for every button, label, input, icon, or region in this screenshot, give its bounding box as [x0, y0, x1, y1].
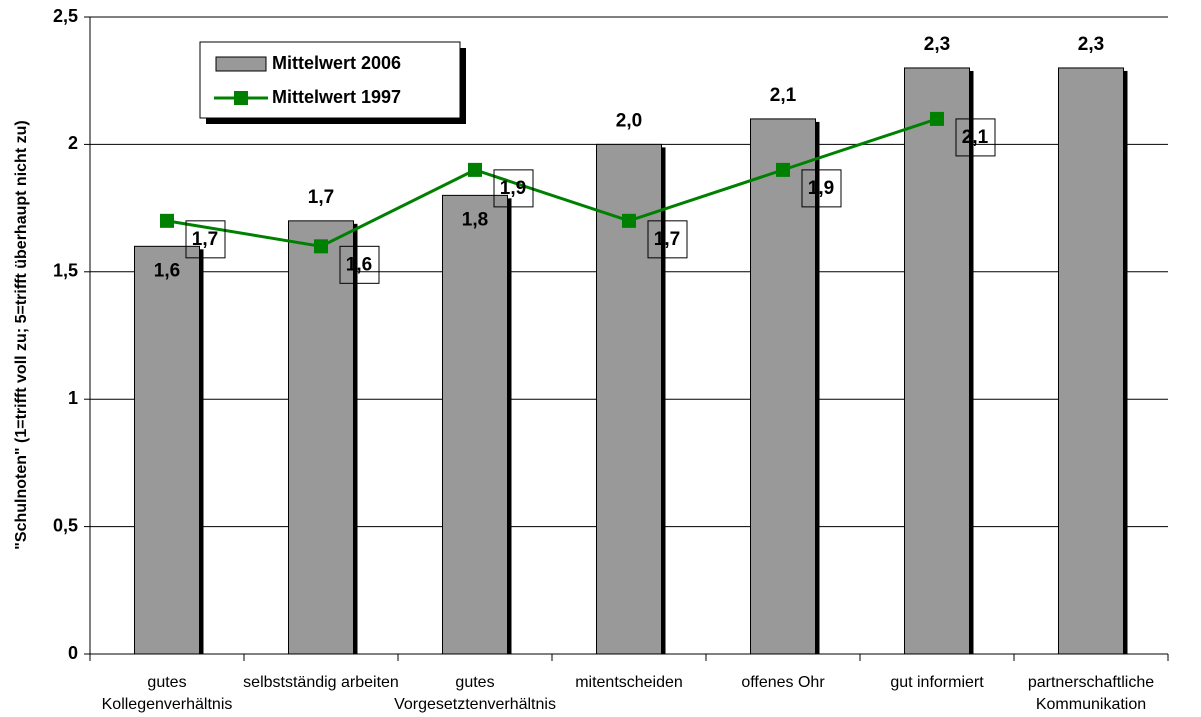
- line-marker: [314, 239, 328, 254]
- y-tick-label: 1,5: [53, 261, 78, 281]
- bar-value-label: 2,0: [616, 110, 642, 131]
- bar: [596, 143, 662, 655]
- bar: [904, 67, 970, 655]
- x-tick-label: offenes Ohr: [741, 674, 825, 691]
- legend-swatch: [215, 56, 267, 72]
- value-label-box: [955, 118, 996, 157]
- x-tick-label: partnerschaftliche: [1028, 674, 1154, 691]
- bar: [288, 220, 354, 655]
- line-value-label: 1,6: [346, 254, 372, 275]
- bar-value-label: 1,6: [154, 260, 180, 281]
- value-label-box: [185, 220, 226, 259]
- bar: [134, 245, 200, 655]
- bar: [1058, 67, 1124, 655]
- line-value-label: 1,9: [500, 178, 526, 199]
- x-tick-label: Vorgesetztenverhältnis: [394, 696, 556, 713]
- x-tick-label: selbstständig arbeiten: [243, 674, 399, 691]
- value-label-box: [493, 169, 534, 208]
- line-value-label: 1,7: [654, 229, 680, 250]
- line-marker: [622, 213, 636, 228]
- value-label-box: [801, 169, 842, 208]
- y-tick-label: 2,5: [53, 6, 78, 26]
- line-value-label: 1,9: [808, 178, 834, 199]
- legend-label: Mittelwert 2006: [272, 53, 401, 73]
- x-tick-label: Kollegenverhältnis: [102, 696, 233, 713]
- line-marker: [776, 162, 790, 177]
- line: [166, 117, 938, 248]
- legend: [199, 41, 461, 119]
- bar-value-label: 2,3: [1078, 34, 1104, 55]
- line-marker: [468, 162, 482, 177]
- line-marker: [160, 213, 174, 228]
- value-label-box: [647, 220, 688, 259]
- line-value-label: 2,1: [962, 127, 989, 148]
- line-value-label: 1,7: [192, 229, 218, 250]
- x-tick-label: Kommunikation: [1036, 696, 1146, 713]
- bar: [750, 118, 816, 655]
- y-tick-label: 1: [68, 388, 78, 408]
- y-tick-label: 0,5: [53, 515, 78, 535]
- bar-value-label: 1,8: [462, 209, 488, 230]
- y-tick-label: 0: [68, 643, 78, 663]
- x-tick-label: gutes: [455, 674, 494, 691]
- bar: [442, 194, 508, 655]
- x-tick-label: gutes: [147, 674, 186, 691]
- value-label-box: [339, 245, 380, 284]
- legend-swatch: [234, 91, 248, 105]
- bar-value-label: 2,1: [770, 85, 797, 106]
- legend-label: Mittelwert 1997: [272, 87, 401, 107]
- bar-value-label: 2,3: [924, 34, 950, 55]
- bar-value-label: 1,7: [308, 187, 334, 208]
- y-tick-label: 2: [68, 133, 78, 153]
- x-tick-label: gut informiert: [890, 674, 984, 691]
- x-tick-label: mitentscheiden: [575, 674, 683, 691]
- y-axis-label: "Schulnoten" (1=trifft voll zu; 5=trifft…: [13, 120, 30, 549]
- line-marker: [930, 111, 944, 126]
